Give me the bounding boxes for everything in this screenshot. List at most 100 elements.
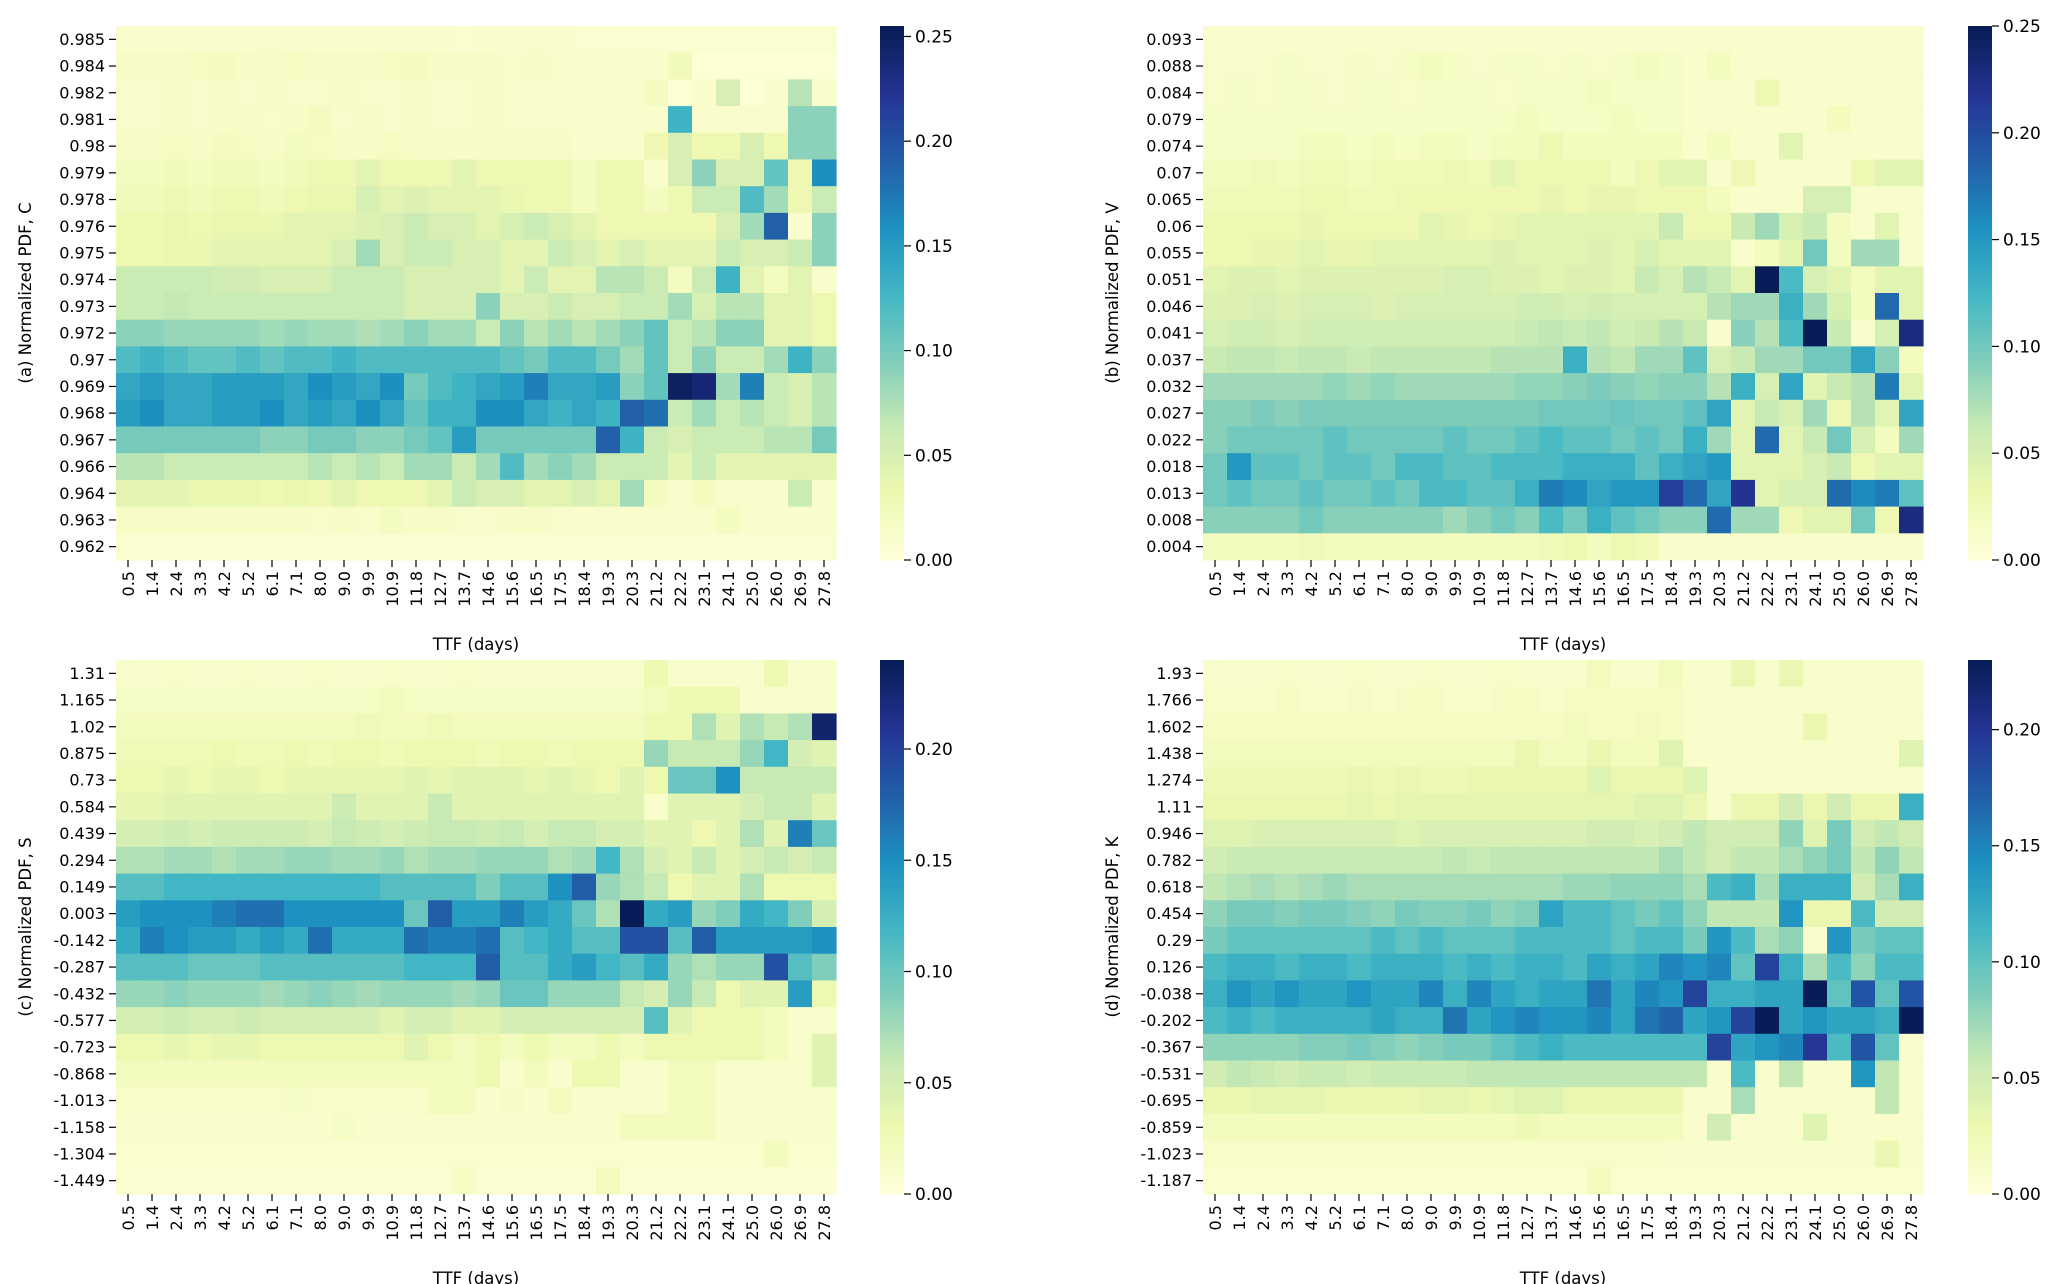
heatmap-cell bbox=[692, 346, 717, 374]
heatmap-cell bbox=[692, 1007, 717, 1035]
heatmap-cell bbox=[1203, 660, 1228, 688]
colorbar-segment bbox=[1968, 797, 1992, 804]
heatmap-cell bbox=[380, 1087, 405, 1115]
heatmap-cell bbox=[380, 319, 405, 347]
colorbar-segment bbox=[1968, 686, 1992, 692]
heatmap-cell bbox=[284, 239, 309, 267]
heatmap-cell bbox=[812, 980, 837, 1008]
heatmap-cell bbox=[404, 159, 429, 187]
heatmap-cell bbox=[428, 1167, 453, 1195]
heatmap-cell bbox=[1419, 79, 1444, 107]
heatmap-cell bbox=[1707, 132, 1732, 161]
heatmap-cell bbox=[1203, 1140, 1228, 1168]
colorbar-segment bbox=[1968, 1011, 1992, 1017]
heatmap-cell bbox=[716, 479, 741, 508]
heatmap-cell bbox=[788, 426, 813, 454]
heatmap-cell bbox=[1587, 266, 1612, 294]
heatmap-cell bbox=[1611, 766, 1636, 795]
colorbar-segment bbox=[880, 52, 904, 58]
colorbar-segment bbox=[1968, 1127, 1992, 1133]
heatmap-cell bbox=[1611, 927, 1636, 955]
heatmap-cell bbox=[452, 1087, 477, 1115]
heatmap-cell bbox=[1659, 319, 1684, 347]
x-tick-label: 5.2 bbox=[1326, 571, 1345, 596]
heatmap-cell bbox=[1683, 506, 1708, 534]
colorbar-segment bbox=[880, 279, 904, 285]
heatmap-cell bbox=[1491, 266, 1516, 294]
heatmap-cell bbox=[1395, 26, 1420, 54]
heatmap-cells bbox=[116, 660, 837, 1195]
heatmap-cell bbox=[572, 1033, 597, 1062]
heatmap-cell bbox=[284, 1140, 309, 1168]
heatmap-cell bbox=[524, 212, 549, 241]
heatmap-cell bbox=[788, 373, 813, 401]
heatmap-cell bbox=[1659, 186, 1684, 214]
colorbar-segment bbox=[1968, 766, 1992, 773]
heatmap-cell bbox=[572, 453, 597, 481]
heatmap-cell bbox=[1779, 1167, 1804, 1195]
x-tick-label: 9.0 bbox=[335, 1205, 354, 1230]
heatmap-cell bbox=[764, 927, 789, 955]
heatmap-cell bbox=[1587, 239, 1612, 267]
colorbar-segment bbox=[1968, 359, 1992, 365]
heatmap-cell bbox=[620, 900, 645, 928]
colorbar-segment bbox=[880, 426, 904, 432]
heatmap-cell bbox=[1731, 793, 1756, 821]
heatmap-cell bbox=[164, 319, 189, 347]
heatmap-cell bbox=[1683, 373, 1708, 401]
heatmap-cell bbox=[260, 1033, 285, 1062]
colorbar-segment bbox=[880, 48, 904, 54]
colorbar-segment bbox=[1968, 159, 1992, 165]
heatmap-cells bbox=[1203, 26, 1924, 561]
heatmap-cell bbox=[692, 106, 717, 134]
heatmap-cell bbox=[116, 373, 141, 401]
x-tick-label: 23.1 bbox=[1782, 1205, 1801, 1241]
colorbar-segment bbox=[1968, 439, 1992, 446]
heatmap-cell bbox=[548, 793, 573, 821]
x-tick-label: 22.2 bbox=[1758, 1205, 1777, 1241]
heatmap-cell bbox=[1899, 820, 1924, 848]
x-tick-label: 25.0 bbox=[1830, 571, 1849, 607]
heatmap-cell bbox=[1755, 239, 1780, 267]
heatmap-cell bbox=[572, 26, 597, 54]
colorbar-segment bbox=[880, 373, 904, 379]
heatmap-cell bbox=[1827, 319, 1852, 347]
heatmap-cell bbox=[1299, 293, 1324, 321]
heatmap-cell bbox=[308, 319, 333, 347]
heatmap-cell bbox=[548, 239, 573, 267]
heatmap-cell bbox=[1419, 660, 1444, 688]
heatmap-cell bbox=[1875, 660, 1900, 688]
heatmap-cell bbox=[1371, 506, 1396, 534]
heatmap-cell bbox=[1251, 740, 1276, 768]
heatmap-cell bbox=[1323, 953, 1348, 981]
heatmap-cell bbox=[1251, 319, 1276, 347]
heatmap-cell bbox=[308, 766, 333, 795]
heatmap-cell bbox=[356, 79, 381, 107]
heatmap-cell bbox=[692, 873, 717, 901]
heatmap-cell bbox=[548, 846, 573, 875]
heatmap-cell bbox=[524, 293, 549, 321]
colorbar-segment bbox=[880, 975, 904, 982]
heatmap-cell bbox=[308, 106, 333, 134]
heatmap-cell bbox=[332, 980, 357, 1008]
heatmap-cell bbox=[1875, 1167, 1900, 1195]
heatmap-cell bbox=[1323, 399, 1348, 428]
heatmap-cell bbox=[380, 453, 405, 481]
heatmap-cell bbox=[740, 873, 765, 901]
heatmap-cell bbox=[356, 132, 381, 161]
colorbar-segment bbox=[1968, 168, 1992, 174]
heatmap-cell bbox=[1755, 506, 1780, 534]
heatmap-cell bbox=[1803, 713, 1828, 741]
heatmap-cell bbox=[668, 506, 693, 534]
heatmap-cell bbox=[164, 79, 189, 107]
heatmap-cell bbox=[380, 660, 405, 688]
heatmap-cell bbox=[1347, 953, 1372, 981]
y-tick-label: 0.294 bbox=[59, 851, 105, 870]
colorbar-segment bbox=[880, 288, 904, 294]
heatmap-cell bbox=[212, 793, 237, 821]
heatmap-cell bbox=[332, 453, 357, 481]
heatmap-cell bbox=[1683, 479, 1708, 508]
heatmap-cell bbox=[1299, 239, 1324, 267]
heatmap-cell bbox=[812, 533, 837, 561]
colorbar-segment bbox=[880, 735, 904, 741]
